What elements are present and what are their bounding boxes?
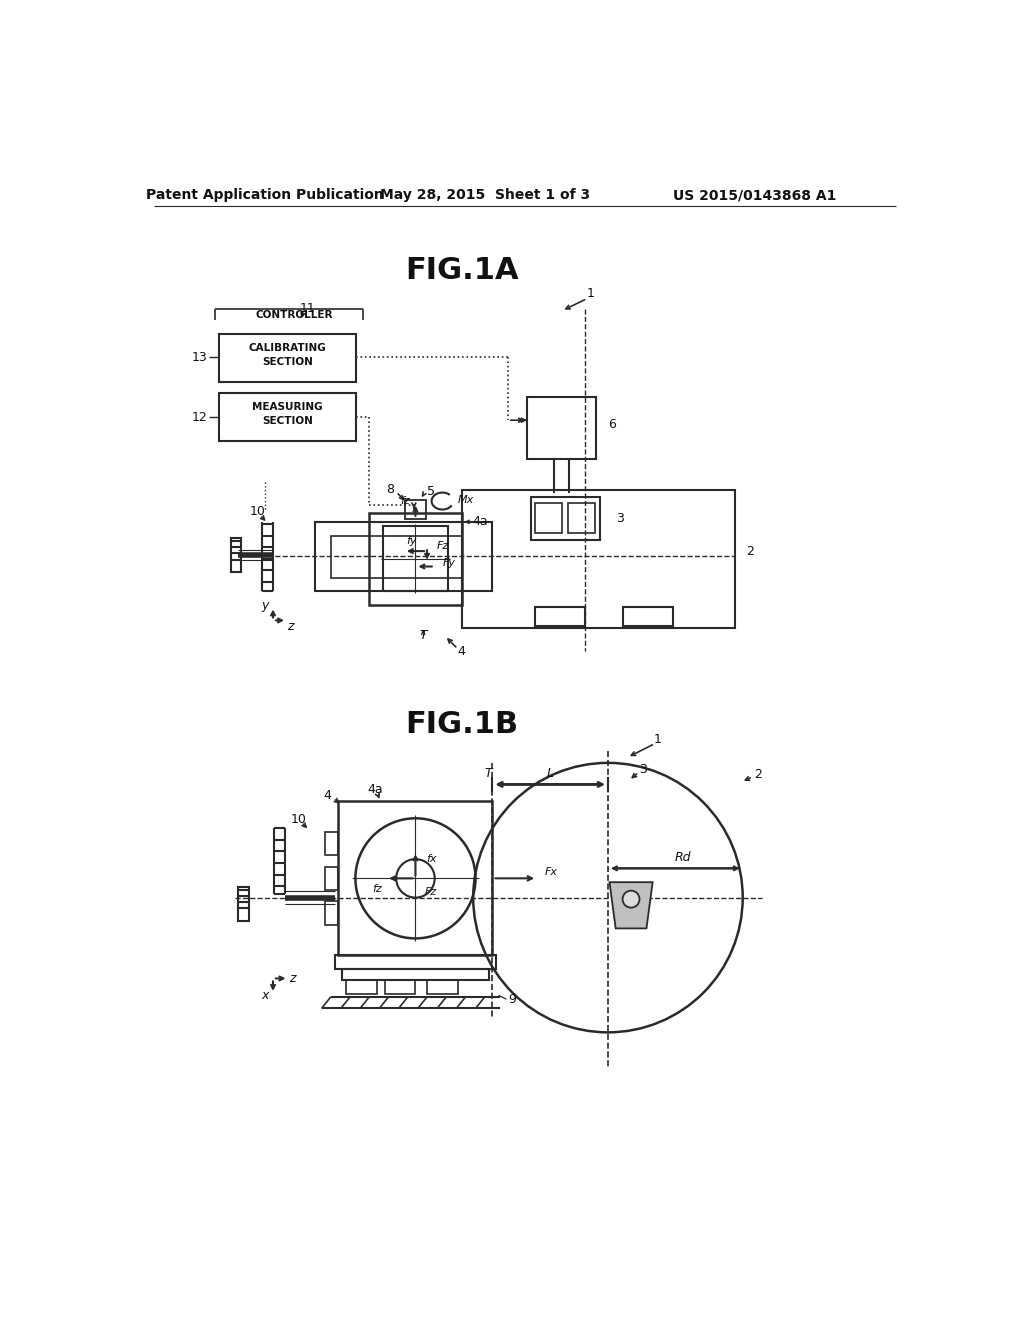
Bar [219,393,356,441]
Bar [527,397,596,459]
Text: CONTROLLER: CONTROLLER [256,310,334,319]
Text: 4a: 4a [472,515,488,528]
Bar [383,527,447,591]
Text: fz: fz [399,496,410,506]
Text: fz: fz [372,884,382,894]
Bar [230,539,242,572]
Bar [335,956,497,969]
Text: 3: 3 [615,512,624,525]
Text: x: x [261,989,269,1002]
Bar [325,832,339,855]
Text: 2: 2 [746,545,755,557]
Text: 10: 10 [250,504,265,517]
Text: Fy: Fy [442,558,456,569]
Text: US 2015/0143868 A1: US 2015/0143868 A1 [673,189,836,202]
Bar [624,607,674,626]
Bar [568,503,595,533]
Text: 1: 1 [654,733,662,746]
Text: 11: 11 [300,302,315,315]
Bar [315,521,493,591]
Text: May 28, 2015  Sheet 1 of 3: May 28, 2015 Sheet 1 of 3 [380,189,590,202]
Text: 6: 6 [608,417,615,430]
Text: Fx: Fx [545,867,558,878]
Bar [370,512,462,605]
Text: MEASURING: MEASURING [252,403,323,412]
Bar [331,536,462,578]
Text: 1: 1 [587,286,595,300]
Bar [339,801,493,956]
Text: z: z [287,620,293,634]
Text: 2: 2 [755,768,762,781]
Text: Fz: Fz [425,887,437,898]
Text: 13: 13 [191,351,208,363]
Polygon shape [609,882,652,928]
Text: T: T [420,630,427,643]
Text: z: z [289,972,296,985]
Text: fy: fy [407,536,417,546]
Text: 9: 9 [508,993,516,1006]
Text: 4: 4 [458,644,466,657]
Text: Mx: Mx [458,495,474,504]
Bar [385,979,416,994]
Text: Rd: Rd [675,851,691,865]
Text: 5: 5 [427,484,435,498]
Bar [325,867,339,890]
Bar [427,979,458,994]
Text: FIG.1B: FIG.1B [406,710,518,739]
Bar [342,969,488,979]
Bar [346,979,377,994]
Text: FIG.1A: FIG.1A [404,256,518,285]
Bar [239,887,249,921]
Text: T: T [484,767,493,780]
Text: Patent Application Publication: Patent Application Publication [146,189,384,202]
Bar [404,499,426,519]
Bar [325,902,339,924]
Text: 4a: 4a [368,783,383,796]
Text: 4: 4 [323,789,331,803]
Bar [535,503,562,533]
Bar [219,334,356,381]
Text: Fz: Fz [436,541,449,550]
Text: CALIBRATING: CALIBRATING [249,343,327,352]
Text: fx: fx [426,854,437,865]
Text: y: y [261,598,269,611]
Text: SECTION: SECTION [262,356,313,367]
Bar [535,607,585,626]
Text: 3: 3 [639,763,646,776]
Circle shape [623,891,640,908]
Text: 12: 12 [191,411,208,424]
Text: 8: 8 [386,483,394,496]
Text: SECTION: SECTION [262,416,313,426]
Bar [531,498,600,540]
Bar [462,490,735,628]
Text: L: L [547,767,554,780]
Text: 10: 10 [291,813,306,825]
